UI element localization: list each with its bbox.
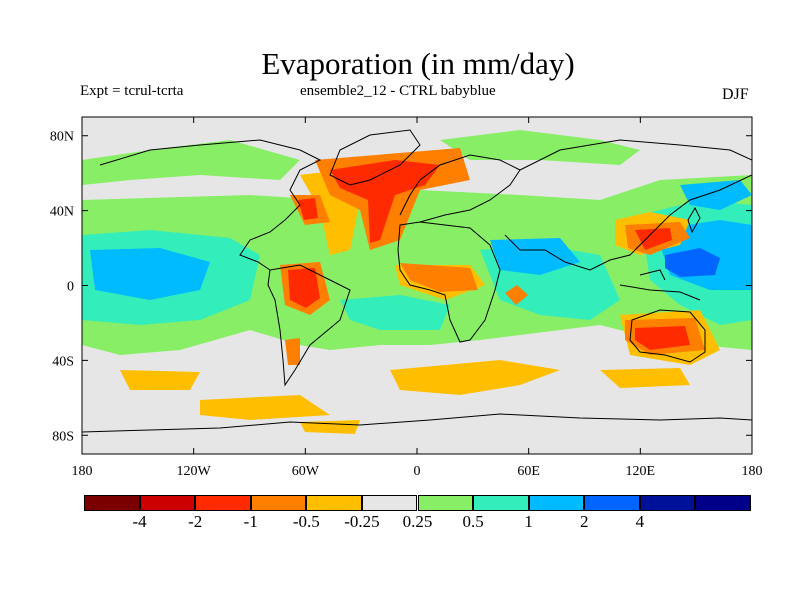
contour-neg-1-aus (635, 326, 690, 350)
colorbar-label: 1 (524, 512, 533, 531)
contour-neg-025-sindian (600, 368, 690, 388)
colorbar-swatch (195, 495, 251, 511)
contour-pos-05-atlantic-south (340, 295, 450, 330)
contour-pos-025-north (82, 140, 300, 185)
y-tick-label: 40S (52, 354, 74, 369)
colorbar-label: -4 (132, 512, 147, 531)
x-tick-label: 60W (292, 464, 320, 479)
japan-coast (687, 206, 701, 234)
south-america-coast (267, 264, 351, 387)
contour-pos-2-warmpool (665, 248, 720, 277)
x-tick-label: 180 (72, 464, 93, 479)
contour-neg-025-antarctic (300, 420, 360, 434)
colorbar-swatch (639, 495, 696, 511)
colorbar-label: 0.5 (462, 512, 484, 531)
contour-pos-1-pacific (90, 248, 210, 300)
x-tick-label: 120W (177, 464, 212, 479)
x-tick-label: 60E (517, 464, 540, 479)
greenland-coast (329, 129, 421, 186)
north-america-coast (99, 139, 322, 271)
contour-neg-05-brazil (285, 338, 300, 365)
colorbar-label: -2 (188, 512, 203, 531)
season-label: DJF (722, 86, 749, 103)
colorbar-label: -1 (243, 512, 258, 531)
contour-pos-1-npacific (680, 180, 752, 210)
contour-neg-1-amazon (288, 268, 320, 308)
africa-coast (397, 221, 501, 343)
colorbar-label: -0.25 (344, 512, 380, 531)
colorbar-label: -0.5 (292, 512, 320, 531)
x-tick-label: 0 (414, 464, 421, 479)
colorbar-swatch (250, 495, 307, 511)
contour-neg-025-south-pacific (120, 370, 200, 390)
colorbar-swatch (695, 495, 751, 511)
colorbar-swatch (528, 495, 585, 511)
y-tick-label: 80S (52, 429, 74, 444)
experiment-label: Expt = tcrul-tcrta (80, 83, 184, 99)
europe-coast (399, 154, 521, 223)
colorbar-label: 4 (635, 512, 645, 531)
contour-field (82, 130, 752, 434)
y-tick-label: 0 (67, 280, 74, 295)
colorbar-swatch (473, 495, 529, 511)
contour-neg-05-africa-spot (505, 285, 528, 305)
y-tick-label: 40N (50, 205, 74, 220)
colorbar-swatch (139, 495, 196, 511)
coastlines (82, 129, 752, 433)
colorbar-swatch (306, 495, 362, 511)
x-tick-label: 120E (626, 464, 656, 479)
ensemble-label: ensemble2_12 - CTRL babyblue (300, 83, 496, 99)
colorbar-swatch (417, 495, 474, 511)
contour-neg-05-sahel (400, 263, 478, 292)
chart-title: Evaporation (in mm/day) (261, 46, 575, 81)
colorbar-label: 0.25 (402, 512, 433, 531)
australia-coast (629, 309, 706, 363)
contour-neg-025-southern-ocean (390, 360, 560, 395)
contour-neg-1-natl (330, 160, 440, 243)
colorbar-label: 2 (580, 512, 589, 531)
colorbar-swatch (584, 495, 640, 511)
axis-ticks: 180 120W 60W 0 60E 120E 180 80N 40N 0 40S 80S (50, 117, 763, 479)
contour-neg-1-eastasia (635, 228, 672, 250)
colorbar-swatch (361, 495, 418, 511)
contour-neg-025-south-atlantic (200, 395, 330, 420)
asia-coast (504, 139, 752, 271)
contour-pos-025-atlantic-north (440, 130, 640, 165)
antarctica-coast (82, 413, 752, 433)
indonesia-coast (619, 269, 701, 301)
contour-pos-1-indian (490, 238, 580, 275)
colorbar-swatch (84, 495, 140, 511)
contour-neg-1-nwatl (298, 198, 318, 220)
x-tick-label: 180 (742, 464, 763, 479)
y-tick-label: 80N (50, 130, 74, 145)
